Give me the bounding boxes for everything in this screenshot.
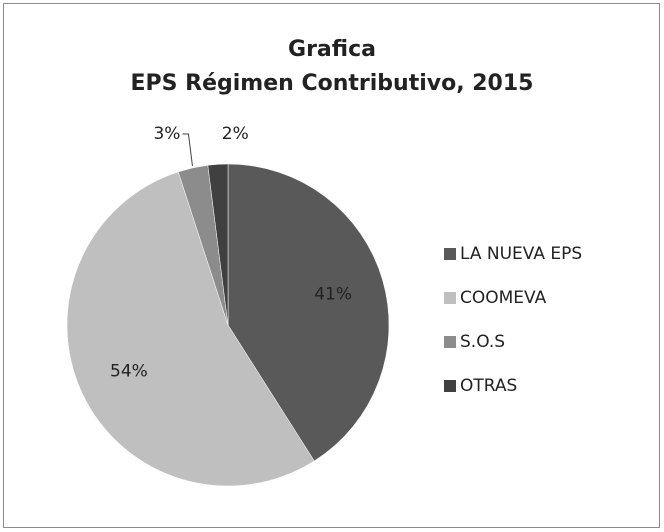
chart-title: EPS Régimen Contributivo, 2015 (131, 71, 534, 96)
pie-slice (66, 171, 315, 487)
leader-line (182, 133, 193, 166)
data-label: 2% (222, 124, 249, 144)
legend-label: S.O.S (460, 332, 505, 352)
data-label: 41% (314, 284, 352, 304)
legend-label: OTRAS (460, 376, 517, 396)
data-label: 3% (153, 124, 180, 144)
legend-label: COOMEVA (460, 288, 547, 308)
chart-title: Grafica (288, 37, 376, 62)
legend-swatch (444, 292, 456, 304)
legend-swatch (444, 336, 456, 348)
pie-slice (227, 163, 390, 462)
pie-slice (207, 163, 229, 326)
legend-label: LA NUEVA EPS (460, 244, 582, 264)
legend-swatch (444, 248, 456, 260)
data-label: 54% (110, 362, 148, 382)
legend-swatch (444, 380, 456, 392)
